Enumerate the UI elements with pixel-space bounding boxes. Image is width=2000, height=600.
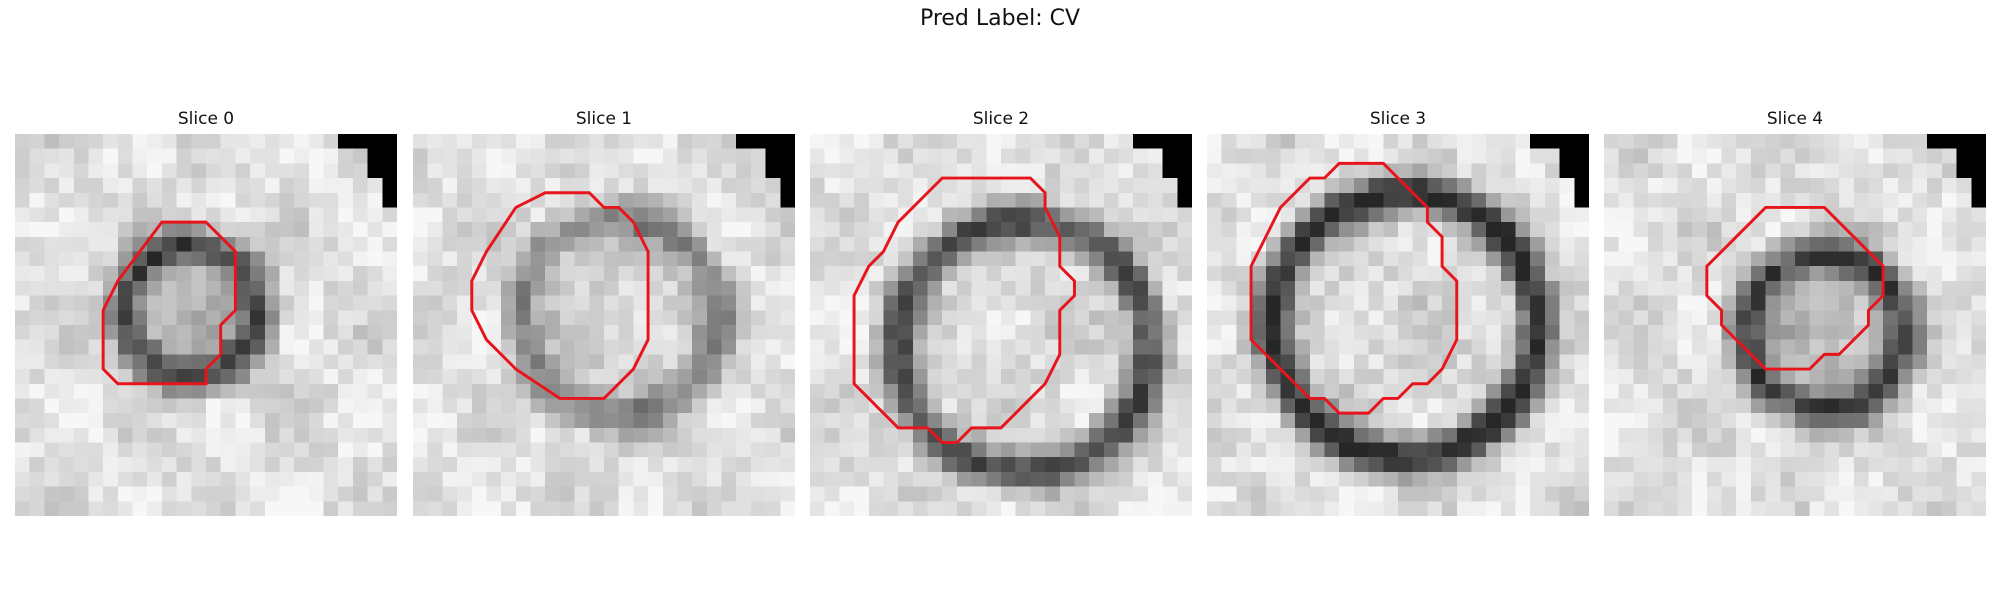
slice-title: Slice 2 bbox=[972, 109, 1030, 129]
slice-title: Slice 0 bbox=[177, 109, 235, 129]
slice-image bbox=[1207, 134, 1589, 516]
slice-title: Slice 3 bbox=[1369, 109, 1427, 129]
segmentation-contour bbox=[101, 220, 237, 386]
segmentation-contour bbox=[1705, 205, 1885, 371]
slice-image bbox=[1604, 134, 1986, 516]
slice-image bbox=[413, 134, 795, 516]
segmentation-contour bbox=[470, 191, 650, 400]
segmentation-contour bbox=[1249, 161, 1459, 415]
slice-panel-0: Slice 0 bbox=[15, 105, 397, 517]
slice-image bbox=[15, 134, 397, 516]
slice-panel-1: Slice 1 bbox=[413, 105, 795, 517]
slice-panel-2: Slice 2 bbox=[810, 105, 1192, 517]
figure-title: Pred Label: CV bbox=[919, 6, 1081, 31]
slice-panel-4: Slice 4 bbox=[1604, 105, 1986, 517]
slice-title: Slice 1 bbox=[575, 109, 633, 129]
slice-panel-3: Slice 3 bbox=[1207, 105, 1589, 517]
segmentation-contour bbox=[852, 176, 1076, 445]
slice-image bbox=[810, 134, 1192, 516]
slice-title: Slice 4 bbox=[1766, 109, 1824, 129]
